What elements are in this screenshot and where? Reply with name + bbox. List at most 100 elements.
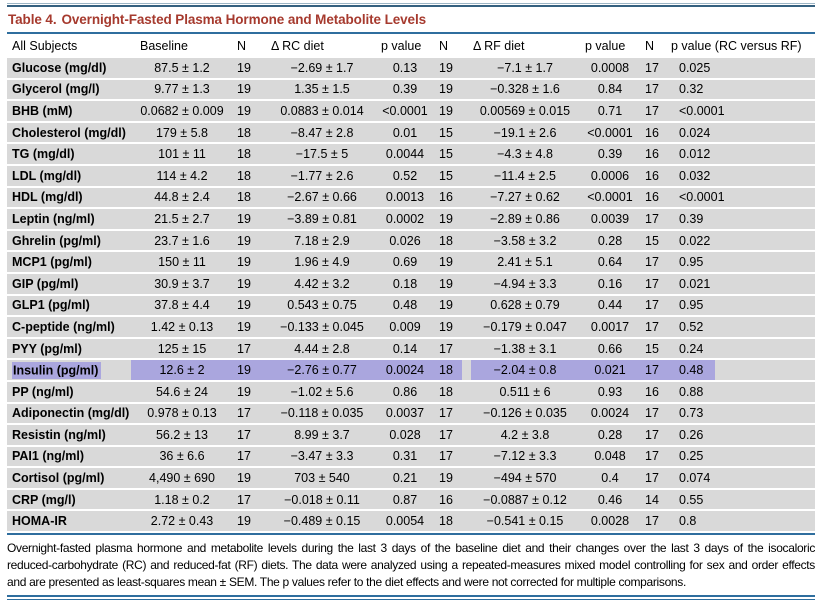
cell-value: 0.026 (375, 230, 435, 253)
cell-value: 0.18 (375, 273, 435, 296)
cell-value: 0.16 (579, 273, 641, 296)
column-header-9: p value (RC versus RF) (669, 34, 815, 58)
row-label: LDL (mg/dl) (12, 168, 82, 183)
table-row: Cholesterol (mg/dl) 179 ± 5.8 18 −8.47 ± 2.… (7, 122, 815, 145)
cell-value: 17 (435, 403, 471, 426)
table-number: Table 4. (8, 12, 57, 27)
cell-value: 4,490 ± 690 (131, 468, 233, 490)
cell-value: −7.12 ± 3.3 (471, 446, 579, 469)
cell-value: 17 (641, 209, 669, 231)
row-label-cell: Leptin (ng/ml) (7, 209, 131, 231)
cell-value: 15 (435, 165, 471, 188)
cell-value: 0.00569 ± 0.015 (471, 101, 579, 123)
cell-value: 0.48 (669, 360, 815, 382)
cell-value: 44.8 ± 2.4 (131, 187, 233, 210)
column-header-7: p value (579, 34, 641, 58)
table-row: PYY (pg/ml) 125 ± 15 17 4.44 ± 2.8 0.14 17 −1.… (7, 338, 815, 361)
cell-value: 19 (233, 58, 269, 80)
row-label-cell: HOMA-IR (7, 511, 131, 534)
cell-value: <0.0001 (669, 101, 815, 123)
cell-value: 17 (233, 425, 269, 447)
cell-value: 56.2 ± 13 (131, 425, 233, 447)
cell-value: 0.52 (375, 165, 435, 188)
row-label: HOMA-IR (12, 514, 67, 529)
row-label-cell: Glucose (mg/dl) (7, 58, 131, 80)
row-label-cell: TG (mg/dl) (7, 144, 131, 166)
row-label: PYY (pg/ml) (12, 341, 82, 356)
cell-value: −3.47 ± 3.3 (269, 446, 375, 469)
cell-value: 0.8 (669, 511, 815, 534)
cell-value: 0.28 (579, 425, 641, 447)
cell-value: 16 (641, 381, 669, 404)
cell-value: 19 (435, 468, 471, 490)
cell-value: 125 ± 15 (131, 338, 233, 361)
cell-value: 0.021 (579, 360, 641, 382)
row-label-cell: Resistin (ng/ml) (7, 425, 131, 447)
cell-value: 0.95 (669, 295, 815, 318)
cell-value: 1.18 ± 0.2 (131, 489, 233, 512)
cell-value: 0.0013 (375, 187, 435, 210)
row-label-cell: PAI1 (ng/ml) (7, 446, 131, 469)
column-header-3: Δ RC diet (269, 34, 375, 58)
cell-value: 37.8 ± 4.4 (131, 295, 233, 318)
cell-value: 19 (435, 317, 471, 339)
table-row: Ghrelin (pg/ml) 23.7 ± 1.6 19 7.18 ± 2.9 0.0… (7, 230, 815, 253)
paper-table-figure: Table 4. Overnight-Fasted Plasma Hormone … (7, 3, 815, 600)
table-row: MCP1 (pg/ml) 150 ± 11 19 1.96 ± 4.9 0.69 19 2.… (7, 252, 815, 274)
cell-value: 18 (233, 122, 269, 145)
cell-value: 0.0002 (375, 209, 435, 231)
row-label: Cholesterol (mg/dl) (12, 125, 126, 140)
cell-value: 0.4 (579, 468, 641, 490)
row-label-cell: PP (ng/ml) (7, 381, 131, 404)
table-row: LDL (mg/dl) 114 ± 4.2 18 −1.77 ± 2.6 0.52 15−… (7, 165, 815, 188)
footer-rule (7, 533, 815, 536)
cell-value: 19 (233, 230, 269, 253)
row-label: GLP1 (pg/ml) (12, 298, 90, 313)
row-label-cell: Cortisol (pg/ml) (7, 468, 131, 490)
table-title-text: Overnight-Fasted Plasma Hormone and Meta… (61, 12, 427, 27)
cell-value: 30.9 ± 3.7 (131, 273, 233, 296)
cell-value: 1.35 ± 1.5 (269, 79, 375, 102)
column-header-5: N (435, 34, 471, 58)
row-label-cell: Adiponectin (mg/dl) (7, 403, 131, 426)
cell-value: 0.86 (375, 381, 435, 404)
cell-value: 16 (641, 144, 669, 166)
cell-value: 0.28 (579, 230, 641, 253)
table-row: Glycerol (mg/l) 9.77 ± 1.3 19 1.35 ± 1.5 0.3… (7, 79, 815, 102)
table-row: Glucose (mg/dl) 87.5 ± 1.2 19 −2.69 ± 1.7 0.… (7, 58, 815, 80)
cell-value: 19 (233, 79, 269, 102)
cell-value: −0.018 ± 0.11 (269, 489, 375, 512)
row-label: Leptin (ng/ml) (12, 211, 95, 226)
row-label-cell: MCP1 (pg/ml) (7, 252, 131, 274)
cell-value: 0.87 (375, 489, 435, 512)
cell-value: 0.14 (375, 338, 435, 361)
cell-value: 0.84 (579, 79, 641, 102)
cell-value: 0.73 (669, 403, 815, 426)
cell-value: 17 (435, 446, 471, 469)
cell-value: 16 (641, 122, 669, 145)
cell-value: 19 (233, 360, 269, 382)
cell-value: 17 (641, 252, 669, 274)
hormone-metabolite-table: All Subjects Baseline N Δ RC diet p value N Δ … (7, 34, 815, 534)
footnote: Overnight-fasted plasma hormone and meta… (7, 541, 815, 590)
table-row: C-peptide (ng/ml) 1.42 ± 0.13 19 −0.133 ± 0… (7, 317, 815, 339)
cell-value: 19 (435, 58, 471, 80)
cell-value: −494 ± 570 (471, 468, 579, 490)
cell-value: 15 (641, 230, 669, 253)
cell-value: 17 (233, 338, 269, 361)
cell-value: 0.44 (579, 295, 641, 318)
row-label: TG (mg/dl) (12, 147, 75, 162)
cell-value: 4.44 ± 2.8 (269, 338, 375, 361)
cell-value: 101 ± 11 (131, 144, 233, 166)
cell-value: −4.3 ± 4.8 (471, 144, 579, 166)
cell-value: 17 (233, 489, 269, 512)
row-label: MCP1 (pg/ml) (12, 255, 92, 270)
cell-value: 36 ± 6.6 (131, 446, 233, 469)
cell-value: 0.21 (375, 468, 435, 490)
cell-value: 703 ± 540 (269, 468, 375, 490)
cell-value: 7.18 ± 2.9 (269, 230, 375, 253)
cell-value: −0.126 ± 0.035 (471, 403, 579, 426)
cell-value: −17.5 ± 5 (269, 144, 375, 166)
cell-value: 179 ± 5.8 (131, 122, 233, 145)
cell-value: 17 (233, 446, 269, 469)
